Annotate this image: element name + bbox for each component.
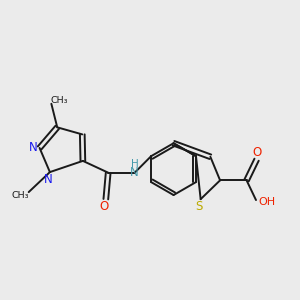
Text: N: N [130, 166, 139, 179]
Text: CH₃: CH₃ [12, 190, 29, 200]
Text: N: N [44, 173, 53, 186]
Text: CH₃: CH₃ [51, 96, 68, 105]
Text: O: O [252, 146, 261, 159]
Text: H: H [131, 159, 139, 170]
Text: OH: OH [259, 197, 276, 207]
Text: O: O [100, 200, 109, 213]
Text: N: N [29, 141, 38, 154]
Text: S: S [196, 200, 203, 213]
